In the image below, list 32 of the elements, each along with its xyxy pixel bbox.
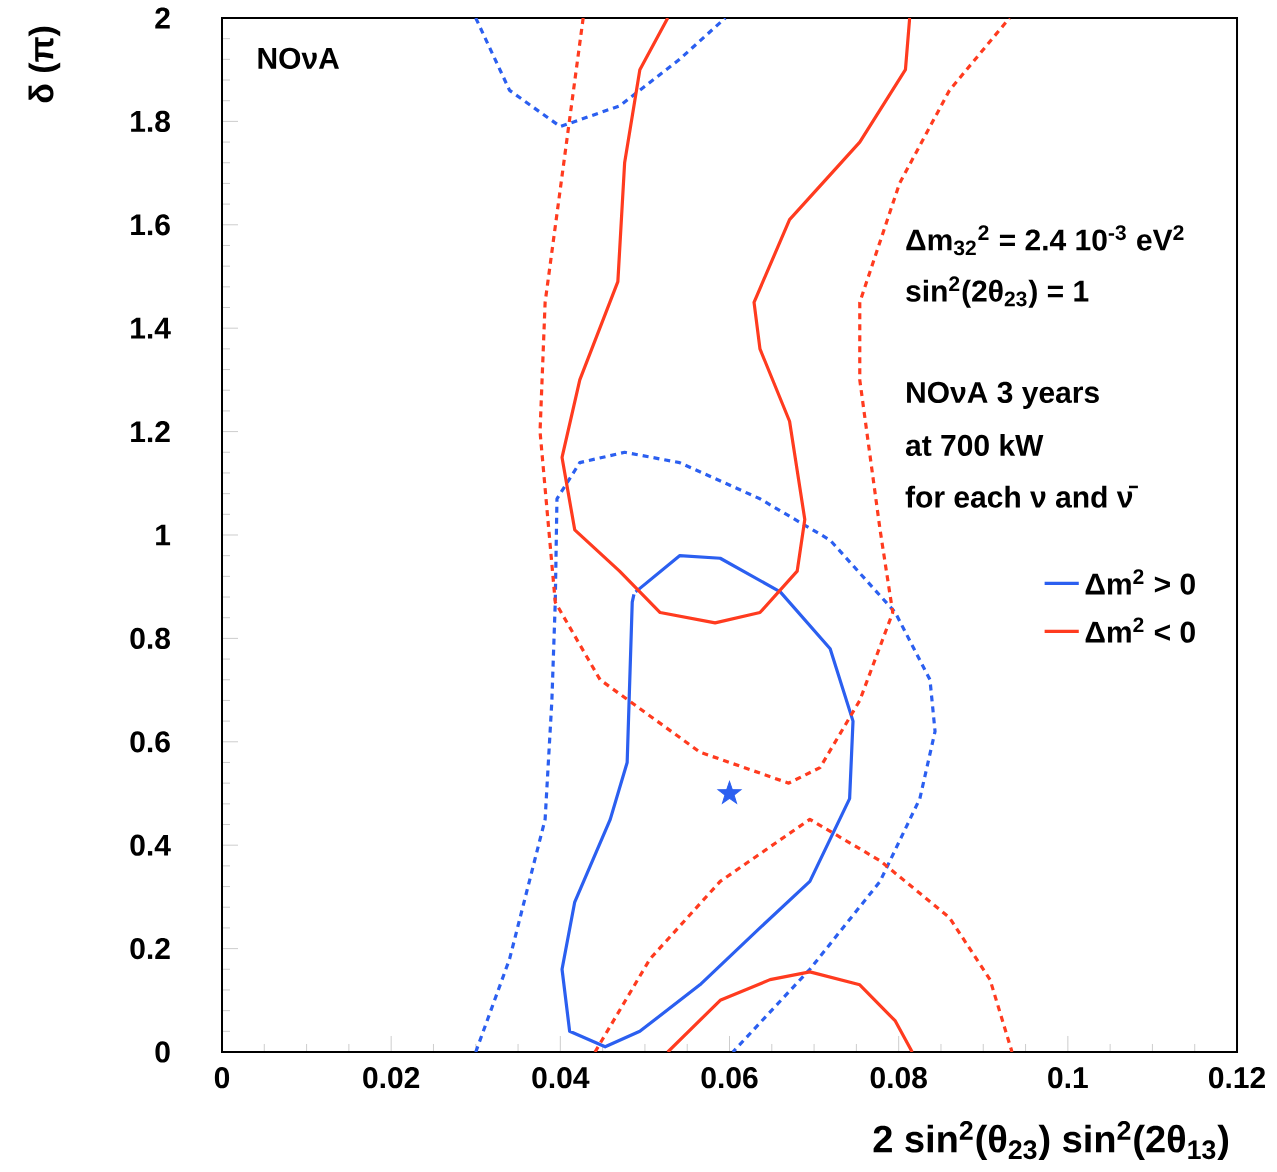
annotation: at 700 kW (905, 434, 1044, 457)
y-tick-label: 1.4 (131, 317, 171, 339)
legend-label: Δm$^{2}$ > 0 (1085, 569, 1195, 595)
x-tick-label: 0.1 (1048, 1067, 1088, 1089)
line-series (666, 970, 914, 1052)
y-tick-label: 0 (155, 1041, 170, 1063)
line-series (593, 817, 1014, 1052)
y-tick-label: 0.4 (130, 834, 171, 856)
annotation: NOνA (258, 47, 340, 69)
x-tick-label: 0.04 (532, 1067, 590, 1089)
annotation: sin$^{2}$(2θ$_{23}$) = 1 (906, 276, 1089, 308)
y-tick-label: 0.2 (130, 937, 170, 960)
annotation: NOνA 3 years (907, 381, 1099, 409)
y-tick-label: 1.8 (131, 110, 170, 132)
y-tick-label: 0.6 (130, 731, 170, 753)
x-tick-label: 0.06 (701, 1067, 758, 1089)
legend-label: Δm$^{2}$ < 0 (1085, 617, 1195, 643)
annotation: for each ν and ν̄ (905, 485, 1138, 508)
y-axis-title: δ (π) (28, 26, 61, 103)
annotation: Δm$_{32}$$^{2}$ = 2.4 10$^{-3}$ eV$^{2}$ (906, 225, 1184, 256)
y-tick-label: 1 (156, 524, 171, 546)
y-tick-label: 1.2 (131, 421, 170, 443)
line-series (474, 17, 727, 129)
text: 2 sin$^{2}$(θ$_{23}$) sin$^{2}$(2θ$_{13}$) (873, 1121, 1229, 1161)
x-tick-label: 0.02 (363, 1067, 420, 1089)
x-tick-label: 0.12 (1209, 1067, 1265, 1089)
line-series (560, 554, 855, 1049)
y-tick-label: 1.6 (131, 214, 170, 236)
y-tick-label: 0.8 (130, 627, 170, 649)
x-tick-label: 0 (214, 1067, 230, 1089)
y-tick-label: 2 (155, 7, 170, 29)
x-tick-label: 0.08 (870, 1067, 927, 1089)
